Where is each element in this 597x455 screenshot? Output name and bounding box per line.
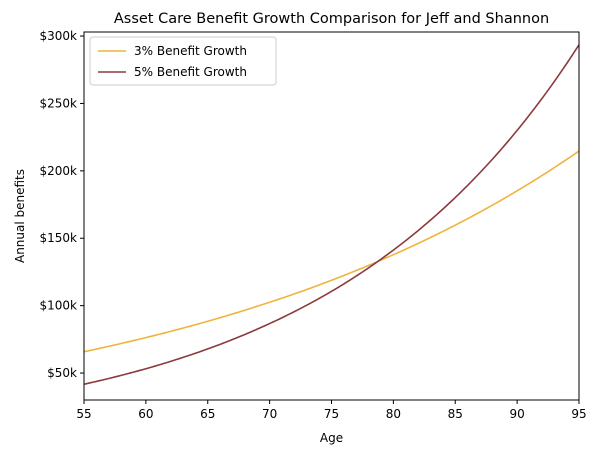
- legend: 3% Benefit Growth 5% Benefit Growth: [89, 36, 277, 86]
- x-tick-label: 60: [138, 407, 153, 421]
- y-tick-label: $150k: [40, 231, 78, 245]
- series-line-1: [83, 150, 580, 353]
- legend-label: 3% Benefit Growth: [134, 44, 247, 58]
- x-axis-title: Age: [320, 431, 343, 445]
- y-tick-label: $100k: [40, 299, 78, 313]
- chart-title: Asset Care Benefit Growth Comparison for…: [114, 11, 549, 27]
- x-tick-label: 70: [262, 407, 277, 421]
- x-tick-label: 55: [76, 407, 91, 421]
- x-tick-label: 95: [571, 407, 586, 421]
- x-tick-label: 80: [386, 407, 401, 421]
- x-tick-label: 90: [509, 407, 524, 421]
- y-tick-label: $200k: [40, 164, 78, 178]
- plot-frame: [83, 31, 580, 401]
- series-layer: [83, 44, 580, 386]
- x-axis: 55 60 65 70 75 80 85 90 95: [76, 400, 587, 421]
- x-tick-label: 65: [200, 407, 215, 421]
- series-line-2: [83, 44, 580, 386]
- y-tick-label: $300k: [40, 29, 78, 43]
- y-tick-label: $50k: [47, 366, 77, 380]
- y-tick-label: $250k: [40, 96, 78, 110]
- legend-label: 5% Benefit Growth: [134, 65, 247, 79]
- x-tick-label: 75: [324, 407, 339, 421]
- x-tick-label: 85: [448, 407, 463, 421]
- y-axis: $50k $100k $150k $200k $250k $300k: [40, 29, 84, 380]
- legend-box: [89, 36, 277, 86]
- y-axis-title: Annual benefits: [13, 169, 27, 263]
